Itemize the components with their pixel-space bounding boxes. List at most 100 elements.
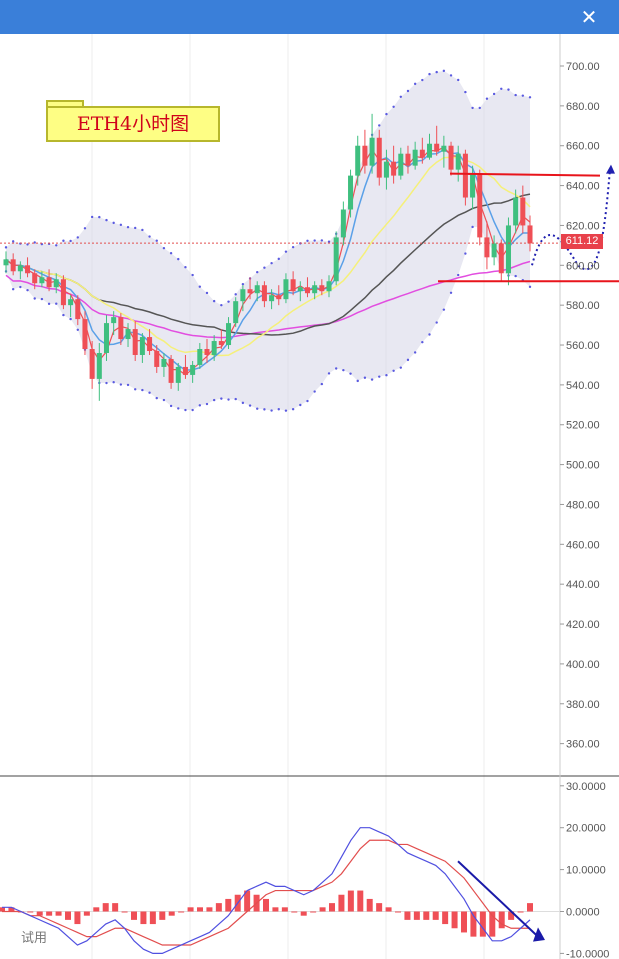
band-upper-dot: [291, 245, 295, 249]
candle-body: [82, 319, 88, 350]
band-upper-dot: [69, 239, 72, 243]
candle-body: [276, 295, 282, 300]
macd-bar: [244, 890, 251, 912]
band-lower-dot: [514, 274, 517, 278]
band-upper-dot: [435, 70, 438, 74]
band-lower-dot: [378, 375, 381, 378]
candle-body: [154, 350, 160, 367]
macd-bar: [206, 907, 213, 912]
candle-body: [68, 299, 74, 306]
band-lower-dot: [363, 376, 367, 379]
band-upper-dot: [478, 106, 481, 110]
candle-body: [304, 287, 310, 294]
macd-dif-line: [2, 827, 531, 954]
macd-bar: [376, 903, 383, 912]
macd-trend-arrow: [457, 860, 539, 938]
projection-arrowhead: [606, 164, 615, 174]
macd-bar: [197, 907, 203, 912]
band-upper-dot: [134, 226, 137, 230]
macd-bar: [263, 898, 269, 912]
candle-body: [10, 259, 16, 272]
candle-body: [125, 329, 131, 340]
band-upper-dot: [471, 106, 474, 110]
band-lower-dot: [126, 383, 130, 387]
band-upper-dot: [521, 94, 525, 97]
macd-bar: [215, 903, 222, 912]
macd-bar: [319, 907, 326, 912]
last-price-badge: 611.12: [561, 234, 603, 249]
macd-bar: [0, 907, 5, 912]
candle-body: [383, 161, 389, 178]
candle-body: [426, 143, 433, 158]
band-lower-dot: [449, 291, 453, 294]
candle-body: [96, 352, 102, 379]
band-upper-dot: [212, 299, 216, 303]
macd-bar: [149, 911, 156, 925]
candle-body: [491, 243, 497, 258]
band-lower-dot: [134, 388, 137, 391]
candle-body: [326, 281, 332, 292]
y-tick-label: 620.00: [566, 220, 600, 232]
candle-body: [75, 299, 81, 320]
macd-bar: [423, 911, 430, 920]
candle-body: [53, 279, 59, 288]
band-lower-dot: [212, 398, 216, 402]
macd-bar: [272, 907, 279, 912]
macd-panel: [0, 827, 560, 954]
band-upper-dot: [428, 72, 431, 76]
candle-body: [197, 349, 203, 365]
candle-body: [240, 289, 246, 302]
band-upper-dot: [457, 78, 460, 82]
band-upper-dot: [155, 239, 158, 242]
macd-bar: [112, 903, 119, 912]
ma-slow-line: [5, 156, 531, 357]
y-tick-label: 520.00: [566, 420, 600, 432]
band-lower-dot: [47, 302, 51, 306]
candle-body: [412, 149, 418, 166]
macd-bar: [93, 907, 100, 912]
macd-tick-label: -10.0000: [566, 948, 609, 959]
macd-bar: [131, 911, 137, 920]
band-upper-dot: [62, 239, 65, 242]
band-lower-dot: [234, 397, 237, 401]
macd-bar: [55, 911, 62, 916]
band-lower-dot: [26, 288, 29, 292]
candle-body: [527, 225, 533, 244]
macd-bar: [395, 911, 401, 913]
candle-body: [89, 349, 95, 379]
close-icon[interactable]: ✕: [580, 5, 598, 29]
band-lower-dot: [69, 317, 72, 321]
macd-bar: [338, 894, 345, 912]
band-upper-dot: [485, 97, 489, 100]
band-lower-dot: [162, 398, 166, 402]
band-upper-dot: [177, 257, 180, 261]
macd-bar: [140, 911, 147, 925]
band-upper-dot: [141, 228, 144, 232]
band-lower-dot: [356, 379, 359, 383]
candle-body: [505, 225, 511, 274]
band-upper-dot: [205, 291, 209, 295]
band-lower-dot: [406, 358, 410, 362]
band-upper-dot: [11, 240, 15, 243]
macd-bar: [74, 911, 81, 925]
candle-body: [369, 137, 375, 166]
macd-bar: [357, 890, 364, 912]
macd-bar: [461, 911, 467, 933]
macd-tick-label: 0.0000: [566, 907, 600, 919]
band-lower-dot: [457, 273, 460, 277]
y-tick-label: 600.00: [566, 260, 600, 272]
macd-bar: [178, 911, 185, 913]
y-tick-label: 400.00: [566, 659, 600, 671]
candle-body: [261, 285, 267, 302]
band-lower-dot: [277, 408, 280, 411]
candle-body: [175, 366, 181, 383]
band-lower-dot: [155, 396, 158, 400]
band-lower-dot: [399, 366, 402, 369]
chart-title: ETH4小时图: [76, 113, 190, 135]
candle-body: [118, 317, 124, 340]
resistance-line: [449, 172, 601, 177]
band-upper-dot: [90, 215, 94, 219]
macd-bar: [366, 898, 373, 912]
macd-bar: [83, 911, 90, 916]
band-lower-dot: [256, 407, 259, 410]
